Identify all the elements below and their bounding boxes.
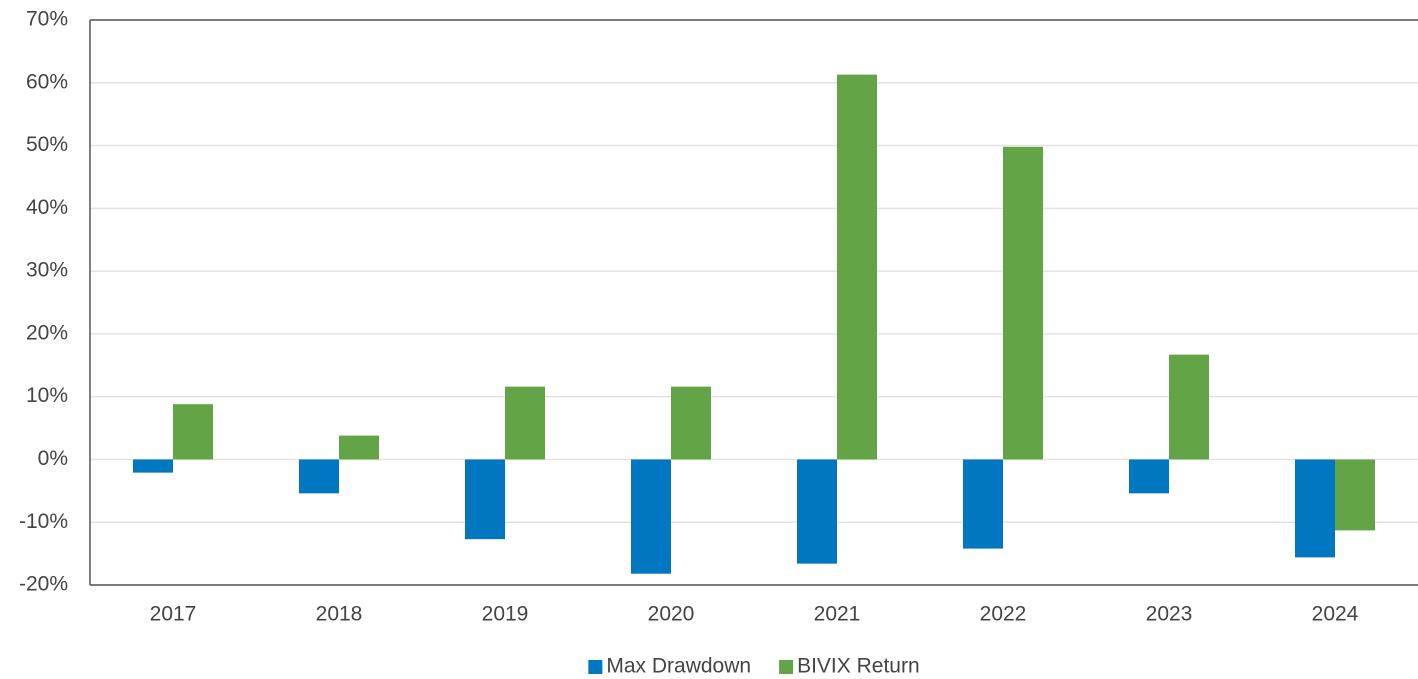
x-tick-label: 2021 <box>814 603 861 626</box>
bar <box>837 74 877 460</box>
bar <box>173 404 213 460</box>
legend-swatch <box>588 660 603 674</box>
legend-item: Max Drawdown <box>588 655 751 678</box>
bar <box>505 386 545 460</box>
y-tick-label: 60% <box>26 70 68 93</box>
y-tick-label: 50% <box>26 133 68 156</box>
bar <box>1003 146 1043 460</box>
y-tick-label: -20% <box>19 573 68 596</box>
y-tick-label: 20% <box>26 321 68 344</box>
x-tick-label: 2022 <box>980 603 1027 626</box>
legend-item: BIVIX Return <box>779 655 920 678</box>
bar <box>339 435 379 460</box>
x-tick-label: 2017 <box>150 603 197 626</box>
legend-label: Max Drawdown <box>606 655 751 678</box>
legend-swatch <box>779 660 794 674</box>
bar <box>963 459 1003 549</box>
y-tick-label: 10% <box>26 384 68 407</box>
y-tick-label: 30% <box>26 259 68 282</box>
y-tick-label: -10% <box>19 510 68 533</box>
legend-label: BIVIX Return <box>797 655 920 678</box>
bar <box>1169 354 1209 460</box>
x-tick-label: 2020 <box>648 603 695 626</box>
bar <box>797 459 837 564</box>
y-tick-label: 70% <box>26 8 68 31</box>
bar <box>299 459 339 494</box>
y-tick-label: 40% <box>26 196 68 219</box>
x-tick-label: 2024 <box>1312 603 1359 626</box>
x-tick-label: 2018 <box>316 603 363 626</box>
bar <box>465 459 505 540</box>
bar <box>671 386 711 460</box>
bar <box>1335 459 1375 531</box>
y-tick-label: 0% <box>38 447 68 470</box>
bar <box>1129 459 1169 494</box>
x-tick-label: 2019 <box>482 603 529 626</box>
bar <box>631 459 671 574</box>
bar <box>1295 459 1335 558</box>
x-tick-label: 2023 <box>1146 603 1193 626</box>
bar <box>133 459 173 473</box>
